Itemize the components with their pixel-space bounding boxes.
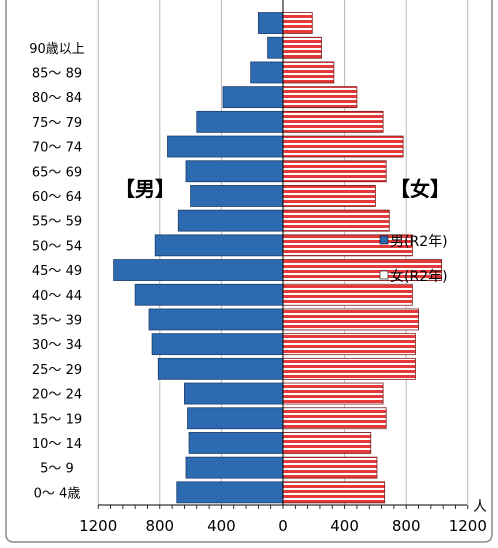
age-group-label: 0～ 4歳: [34, 486, 81, 501]
male-bar: [185, 456, 284, 479]
male-side-label: 【男】: [115, 177, 175, 201]
age-group-label: 60～ 64: [32, 190, 82, 205]
female-bar: [282, 357, 416, 380]
male-bar: [157, 357, 284, 380]
male-bar: [185, 160, 284, 183]
female-bar: [282, 185, 376, 207]
axis-layer: 1200 800 400 0 400 800 1200: [79, 0, 487, 535]
female-bar: [282, 209, 390, 232]
x-tick-label: 0: [278, 517, 288, 535]
male-bar: [134, 283, 284, 306]
female-bar: [282, 86, 358, 109]
male-bar: [184, 382, 284, 405]
legend: 男(R2年) 女(R2年): [379, 234, 448, 285]
age-group-label: 15～ 19: [32, 412, 82, 427]
age-group-label: 70～ 74: [32, 141, 82, 156]
x-tick-label: 800: [145, 517, 174, 535]
x-tick-label: 800: [392, 517, 421, 535]
age-group-label: 90歳以上: [29, 42, 85, 57]
labels-layer: 0～ 4歳 5～ 9 10～ 14 15～ 19 20～ 24 25～ 29 30～ 34 3…: [29, 42, 85, 502]
female-bar: [282, 135, 404, 158]
female-side-label: 【女】: [390, 177, 450, 201]
female-bar: [282, 308, 419, 331]
male-bar: [151, 333, 284, 356]
female-bar: [282, 481, 386, 504]
age-group-label: 40～ 44: [32, 289, 82, 304]
age-group-label: 10～ 14: [32, 437, 82, 452]
legend-female-swatch: [379, 270, 389, 280]
male-bar: [187, 407, 284, 430]
age-group-label: 75～ 79: [32, 116, 82, 131]
age-group-label: 55～ 59: [32, 215, 82, 230]
legend-female-label: 女(R2年): [390, 268, 448, 285]
female-bar: [282, 333, 416, 356]
age-group-label: 35～ 39: [32, 313, 82, 328]
female-bar: [282, 12, 313, 34]
male-bar: [190, 185, 284, 207]
male-bar: [167, 135, 284, 158]
legend-male-label: 男(R2年): [390, 234, 448, 250]
female-bar: [282, 432, 372, 454]
female-bar: [282, 283, 413, 306]
age-group-label: 5～ 9: [40, 462, 74, 477]
female-bar: [282, 382, 384, 405]
x-tick-label: 400: [330, 517, 359, 535]
age-group-label: 85～ 89: [32, 66, 82, 81]
male-bar: [113, 259, 284, 281]
x-tick-label: 400: [207, 517, 236, 535]
male-bar: [148, 308, 284, 331]
female-bar: [282, 61, 335, 84]
age-group-label: 20～ 24: [32, 388, 82, 403]
legend-male-swatch: [379, 235, 389, 245]
age-group-label: 65～ 69: [32, 165, 82, 180]
male-bar: [154, 234, 284, 257]
outer-frame: [5, 0, 493, 543]
x-tick-label: 1200: [79, 517, 117, 535]
male-bar: [250, 61, 284, 84]
age-group-label: 30～ 34: [32, 338, 82, 353]
age-group-label: 80～ 84: [32, 91, 82, 106]
male-bar: [222, 86, 284, 109]
male-bar: [257, 12, 284, 34]
male-bar: [196, 110, 284, 133]
female-bar: [282, 160, 387, 183]
female-bar: [282, 36, 322, 59]
male-bar: [188, 432, 284, 454]
age-group-label: 50～ 54: [32, 239, 82, 254]
female-bar: [282, 456, 378, 479]
male-bar: [176, 481, 284, 504]
male-bar: [267, 36, 284, 59]
age-group-label: 45～ 49: [32, 264, 82, 279]
female-bar: [282, 110, 384, 133]
age-group-label: 25～ 29: [32, 363, 82, 378]
bars-layer: [113, 12, 443, 504]
x-tick-label: 1200: [449, 517, 487, 535]
male-bar: [177, 209, 284, 232]
unit-label: 人: [473, 499, 487, 515]
female-bar: [282, 407, 387, 430]
